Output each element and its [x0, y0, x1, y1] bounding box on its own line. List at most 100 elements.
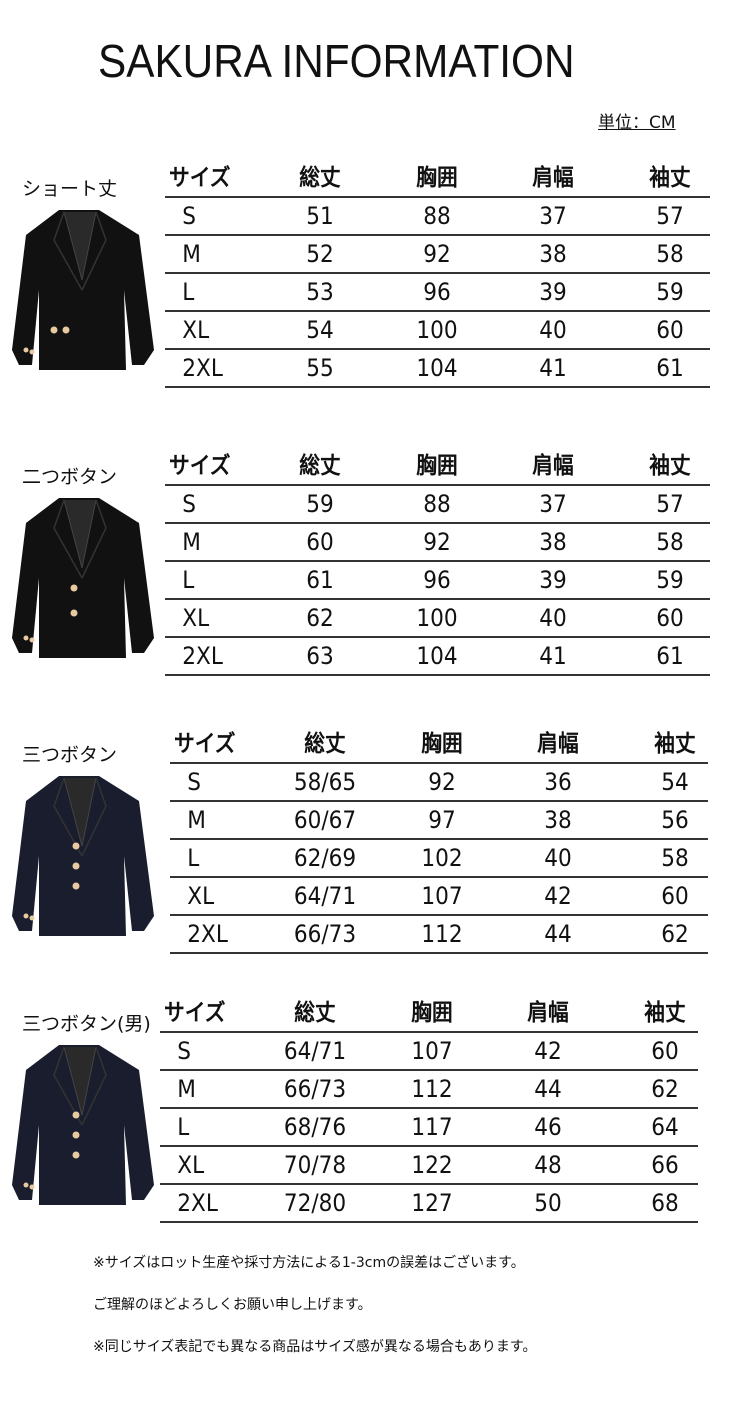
column-header: 胸囲 — [416, 165, 458, 191]
column-header: 総丈 — [294, 1000, 336, 1026]
table-header: サイズ 総丈 胸囲 肩幅 袖丈 — [165, 448, 710, 484]
table-cell: 102 — [421, 844, 463, 872]
table-cell: 62/69 — [293, 844, 357, 872]
table-cell: L — [182, 566, 195, 594]
table-cell: L — [182, 278, 195, 306]
table-cell: L — [177, 1113, 190, 1141]
table-cell: M — [182, 528, 201, 556]
table-cell: 38 — [539, 528, 567, 556]
table-cell: 2XL — [177, 1189, 218, 1217]
page-title: SAKURA INFORMATION — [98, 35, 575, 87]
table-row: 2XL 66/73 112 44 62 — [170, 914, 708, 954]
table-cell: 52 — [306, 240, 334, 268]
table-cell: XL — [182, 604, 210, 632]
note: ※サイズはロット生産や採寸方法による1-3cmの誤差はございます。 — [93, 1255, 525, 1271]
column-header: 肩幅 — [532, 453, 574, 479]
table-cell: 54 — [306, 316, 334, 344]
table-cell: M — [182, 240, 201, 268]
size-table: サイズ 総丈 胸囲 肩幅 袖丈 S 58/65 92 36 54 M 60/67 97 38 56 L 62/6… — [170, 726, 708, 954]
table-cell: XL — [187, 882, 215, 910]
table-row: M 52 92 38 58 — [165, 234, 710, 272]
table-cell: 62 — [306, 604, 334, 632]
column-header: 肩幅 — [532, 165, 574, 191]
size-table: サイズ 総丈 胸囲 肩幅 袖丈 S 64/71 107 42 60 M 66/73 112 44 62 L 68… — [160, 995, 698, 1223]
table-cell: 58 — [656, 528, 684, 556]
column-header: 胸囲 — [411, 1000, 453, 1026]
table-cell: 60/67 — [293, 806, 357, 834]
table-cell: 92 — [423, 240, 451, 268]
table-cell: M — [187, 806, 206, 834]
table-row: XL 62 100 40 60 — [165, 598, 710, 636]
size-table: サイズ 総丈 胸囲 肩幅 袖丈 S 59 88 37 57 M 60 92 38 58 L 61 96 39 59 XL… — [165, 448, 710, 676]
table-cell: 54 — [661, 768, 689, 796]
table-cell: 66/73 — [293, 920, 357, 948]
table-cell: 64/71 — [283, 1037, 347, 1065]
table-cell: 66 — [651, 1151, 679, 1179]
table-header: サイズ 総丈 胸囲 肩幅 袖丈 — [170, 726, 708, 762]
column-header: 胸囲 — [416, 453, 458, 479]
column-header: 総丈 — [304, 731, 346, 757]
table-row: M 66/73 112 44 62 — [160, 1069, 698, 1107]
column-header: 袖丈 — [644, 1000, 686, 1026]
notes: ※サイズはロット生産や採寸方法による1-3cmの誤差はございます。 ご理解のほど… — [93, 1252, 537, 1378]
table-row: L 61 96 39 59 — [165, 560, 710, 598]
table-cell: 61 — [306, 566, 334, 594]
table-cell: 107 — [421, 882, 463, 910]
section-label: 二つボタン — [22, 466, 118, 488]
table-cell: XL — [177, 1151, 205, 1179]
table-cell: 68 — [651, 1189, 679, 1217]
unit-label: 単位：CM — [598, 113, 676, 133]
column-header: サイズ — [164, 1000, 226, 1026]
size-table: サイズ 総丈 胸囲 肩幅 袖丈 S 51 88 37 57 M 52 92 38 58 L 53 96 39 59 XL… — [165, 160, 710, 388]
table-cell: 88 — [423, 202, 451, 230]
table-row: L 53 96 39 59 — [165, 272, 710, 310]
table-cell: 42 — [534, 1037, 562, 1065]
table-cell: S — [177, 1037, 192, 1065]
table-cell: 97 — [428, 806, 456, 834]
table-cell: 112 — [421, 920, 463, 948]
table-cell: 59 — [656, 566, 684, 594]
table-row: S 58/65 92 36 54 — [170, 762, 708, 800]
table-cell: 60 — [661, 882, 689, 910]
table-cell: 70/78 — [283, 1151, 347, 1179]
table-cell: 59 — [306, 490, 334, 518]
section-label: ショート丈 — [22, 178, 118, 200]
note: ご理解のほどよろしくお願い申し上げます。 — [93, 1297, 372, 1313]
table-cell: XL — [182, 316, 210, 344]
jacket-image — [12, 1045, 154, 1205]
column-header: 胸囲 — [421, 731, 463, 757]
table-cell: 2XL — [187, 920, 228, 948]
column-header: サイズ — [169, 453, 231, 479]
table-cell: 55 — [306, 354, 334, 382]
table-cell: 60 — [656, 604, 684, 632]
table-row: XL 64/71 107 42 60 — [170, 876, 708, 914]
table-cell: 39 — [539, 566, 567, 594]
table-cell: 60 — [656, 316, 684, 344]
table-cell: 50 — [534, 1189, 562, 1217]
table-cell: 107 — [411, 1037, 453, 1065]
column-header: サイズ — [174, 731, 236, 757]
table-cell: 53 — [306, 278, 334, 306]
table-cell: S — [182, 202, 197, 230]
table-cell: 2XL — [182, 354, 223, 382]
column-header: 袖丈 — [649, 165, 691, 191]
table-cell: 56 — [661, 806, 689, 834]
column-header: 袖丈 — [654, 731, 696, 757]
table-cell: 60 — [651, 1037, 679, 1065]
table-cell: 127 — [411, 1189, 453, 1217]
table-cell: 61 — [656, 642, 684, 670]
table-cell: 37 — [539, 202, 567, 230]
table-row: L 62/69 102 40 58 — [170, 838, 708, 876]
table-cell: 64/71 — [293, 882, 357, 910]
table-cell: 41 — [539, 354, 567, 382]
table-row: S 64/71 107 42 60 — [160, 1031, 698, 1069]
table-cell: 46 — [534, 1113, 562, 1141]
section-label: 三つボタン — [22, 744, 118, 766]
table-cell: 66/73 — [283, 1075, 347, 1103]
table-row: 2XL 72/80 127 50 68 — [160, 1183, 698, 1223]
column-header: 肩幅 — [537, 731, 579, 757]
table-row: L 68/76 117 46 64 — [160, 1107, 698, 1145]
table-cell: 36 — [544, 768, 572, 796]
table-cell: 48 — [534, 1151, 562, 1179]
table-cell: 51 — [306, 202, 334, 230]
